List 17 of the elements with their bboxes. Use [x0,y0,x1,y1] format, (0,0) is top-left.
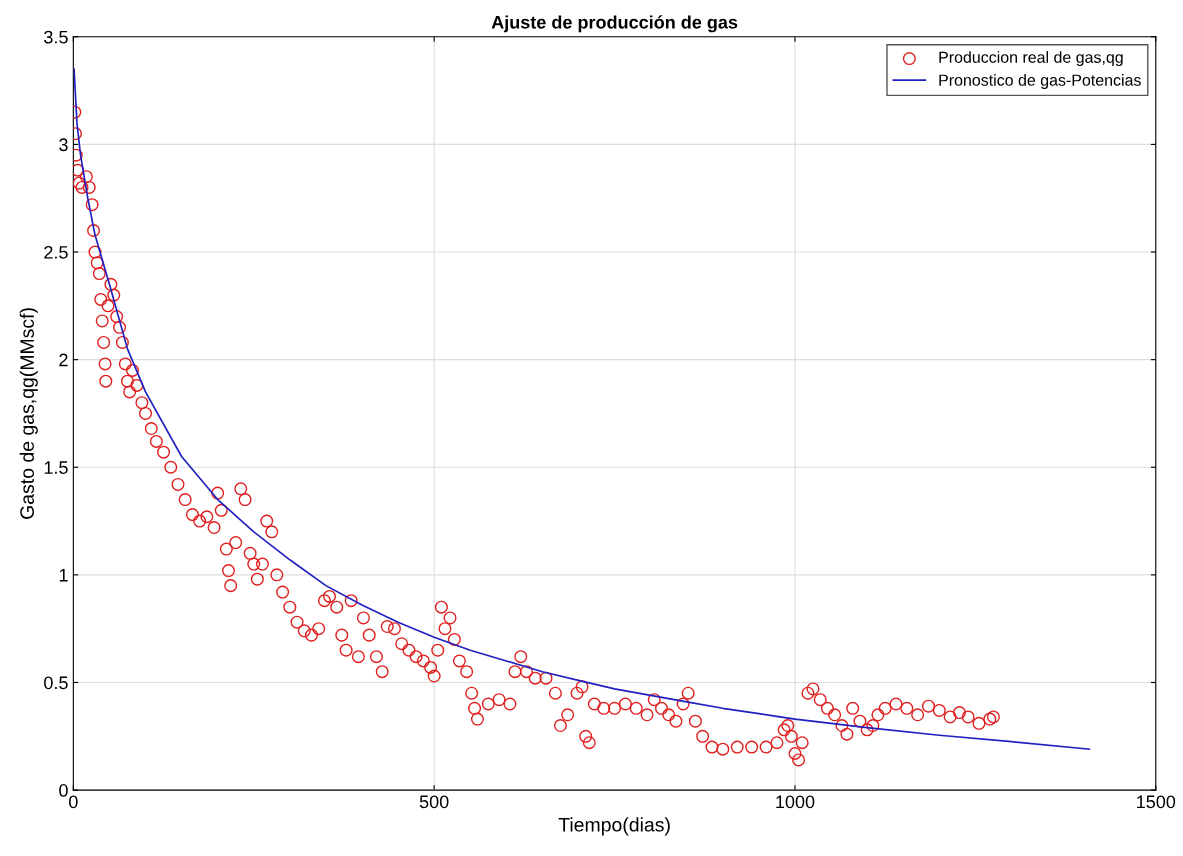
y-tick-label: 2 [59,353,68,367]
legend-label: Pronostico de gas-Potencias [939,74,1141,89]
x-axis-title: Tiempo(dias) [558,817,670,836]
x-tick-label: 0 [69,795,78,809]
x-tick-label: 500 [419,795,449,809]
y-axis-title: Gasto de gas,qg(MMscf) [19,308,38,519]
y-tick-label: 2.5 [44,245,68,259]
x-tick-label: 1500 [1137,795,1176,809]
y-tick-label: 1.5 [44,461,68,474]
y-tick-label: 0 [59,784,68,797]
y-tick-label: 1 [59,568,68,582]
chart-title: Ajuste de producción de gas [491,15,738,33]
y-tick-label: 3 [59,138,68,152]
y-tick-label: 3.5 [44,30,68,44]
x-tick-label: 1000 [776,795,815,809]
y-tick-label: 0.5 [44,676,68,690]
legend-label: Produccion real de gas,qg [939,51,1123,67]
